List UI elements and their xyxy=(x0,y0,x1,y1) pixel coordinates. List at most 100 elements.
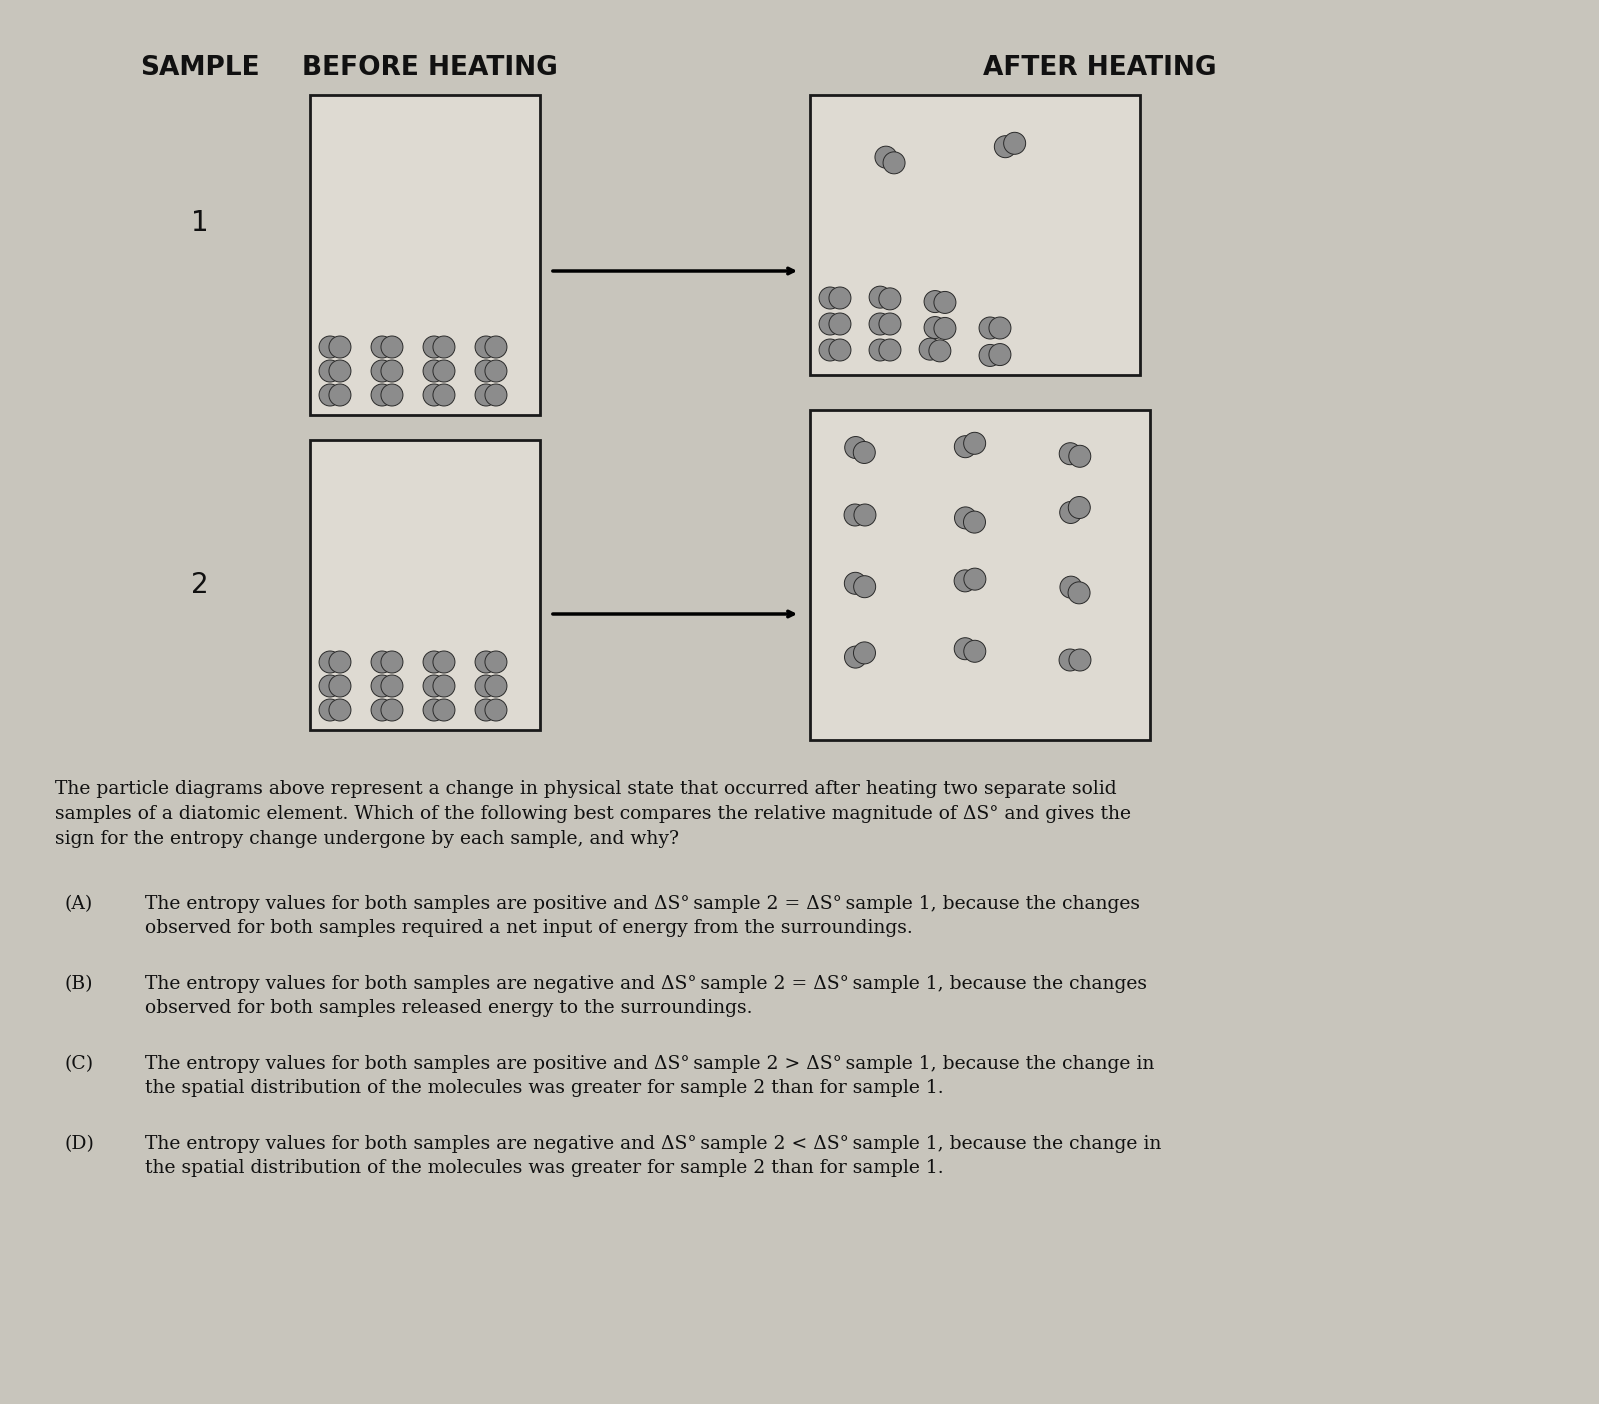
Circle shape xyxy=(1068,581,1091,604)
Circle shape xyxy=(844,504,867,526)
Circle shape xyxy=(854,441,875,463)
Circle shape xyxy=(329,651,350,673)
Circle shape xyxy=(371,385,393,406)
Circle shape xyxy=(934,317,956,340)
Circle shape xyxy=(875,146,897,168)
Circle shape xyxy=(433,675,456,696)
Circle shape xyxy=(868,338,891,361)
Circle shape xyxy=(1068,445,1091,468)
Circle shape xyxy=(868,313,891,336)
Circle shape xyxy=(964,511,985,534)
Circle shape xyxy=(381,336,403,358)
Circle shape xyxy=(854,642,876,664)
Circle shape xyxy=(988,317,1011,338)
Text: 2: 2 xyxy=(192,571,209,600)
Circle shape xyxy=(819,286,841,309)
Circle shape xyxy=(381,651,403,673)
Circle shape xyxy=(1060,576,1083,598)
Text: AFTER HEATING: AFTER HEATING xyxy=(983,55,1217,81)
Circle shape xyxy=(371,336,393,358)
Circle shape xyxy=(433,336,456,358)
Circle shape xyxy=(484,385,507,406)
Circle shape xyxy=(381,699,403,722)
Circle shape xyxy=(329,336,350,358)
Circle shape xyxy=(955,637,977,660)
Bar xyxy=(811,410,1150,740)
Circle shape xyxy=(329,359,350,382)
Circle shape xyxy=(381,385,403,406)
Text: (C): (C) xyxy=(66,1054,94,1073)
Circle shape xyxy=(879,288,900,310)
Text: SAMPLE: SAMPLE xyxy=(141,55,259,81)
Circle shape xyxy=(1059,442,1081,465)
Circle shape xyxy=(475,651,497,673)
Circle shape xyxy=(870,286,891,307)
Circle shape xyxy=(433,651,456,673)
Circle shape xyxy=(979,317,1001,338)
Circle shape xyxy=(320,699,341,722)
Circle shape xyxy=(988,344,1011,365)
Text: (A): (A) xyxy=(66,894,93,913)
Text: The entropy values for both samples are positive and ΔS° sample 2 = ΔS° sample 1: The entropy values for both samples are … xyxy=(146,894,1140,936)
Circle shape xyxy=(424,675,445,696)
Circle shape xyxy=(329,699,350,722)
Circle shape xyxy=(475,336,497,358)
Circle shape xyxy=(320,336,341,358)
Circle shape xyxy=(484,651,507,673)
Circle shape xyxy=(964,432,985,455)
Circle shape xyxy=(844,437,867,459)
Circle shape xyxy=(475,675,497,696)
Circle shape xyxy=(484,359,507,382)
Circle shape xyxy=(475,699,497,722)
Circle shape xyxy=(424,699,445,722)
Bar xyxy=(811,95,1140,375)
Circle shape xyxy=(484,699,507,722)
Circle shape xyxy=(320,359,341,382)
Circle shape xyxy=(424,336,445,358)
Circle shape xyxy=(329,675,350,696)
Circle shape xyxy=(1060,501,1081,524)
Circle shape xyxy=(320,651,341,673)
Text: (B): (B) xyxy=(66,974,93,993)
Circle shape xyxy=(1004,132,1025,154)
Text: The particle diagrams above represent a change in physical state that occurred a: The particle diagrams above represent a … xyxy=(54,781,1130,848)
Circle shape xyxy=(381,675,403,696)
Circle shape xyxy=(964,569,987,590)
Circle shape xyxy=(929,340,951,362)
Circle shape xyxy=(995,136,1017,157)
Circle shape xyxy=(381,359,403,382)
Circle shape xyxy=(320,385,341,406)
Circle shape xyxy=(484,336,507,358)
Text: (D): (D) xyxy=(66,1134,94,1153)
Circle shape xyxy=(979,344,1001,366)
Circle shape xyxy=(433,699,456,722)
Circle shape xyxy=(1068,497,1091,518)
Circle shape xyxy=(371,359,393,382)
Circle shape xyxy=(924,316,947,338)
Circle shape xyxy=(475,385,497,406)
Circle shape xyxy=(828,286,851,309)
Circle shape xyxy=(854,504,876,526)
Circle shape xyxy=(955,507,977,529)
Text: The entropy values for both samples are negative and ΔS° sample 2 = ΔS° sample 1: The entropy values for both samples are … xyxy=(146,974,1146,1016)
Circle shape xyxy=(371,675,393,696)
Circle shape xyxy=(924,291,947,313)
Circle shape xyxy=(844,646,867,668)
Circle shape xyxy=(854,576,876,598)
Circle shape xyxy=(844,573,867,594)
Circle shape xyxy=(828,338,851,361)
Circle shape xyxy=(955,435,977,458)
Circle shape xyxy=(433,359,456,382)
Circle shape xyxy=(433,385,456,406)
Circle shape xyxy=(883,152,905,174)
Circle shape xyxy=(484,675,507,696)
Circle shape xyxy=(1059,649,1081,671)
Text: The entropy values for both samples are negative and ΔS° sample 2 < ΔS° sample 1: The entropy values for both samples are … xyxy=(146,1134,1161,1177)
Circle shape xyxy=(919,338,942,361)
Text: The entropy values for both samples are positive and ΔS° sample 2 > ΔS° sample 1: The entropy values for both samples are … xyxy=(146,1054,1154,1097)
Circle shape xyxy=(424,359,445,382)
Circle shape xyxy=(828,313,851,336)
Circle shape xyxy=(879,313,900,336)
Bar xyxy=(310,439,540,730)
Circle shape xyxy=(1070,649,1091,671)
